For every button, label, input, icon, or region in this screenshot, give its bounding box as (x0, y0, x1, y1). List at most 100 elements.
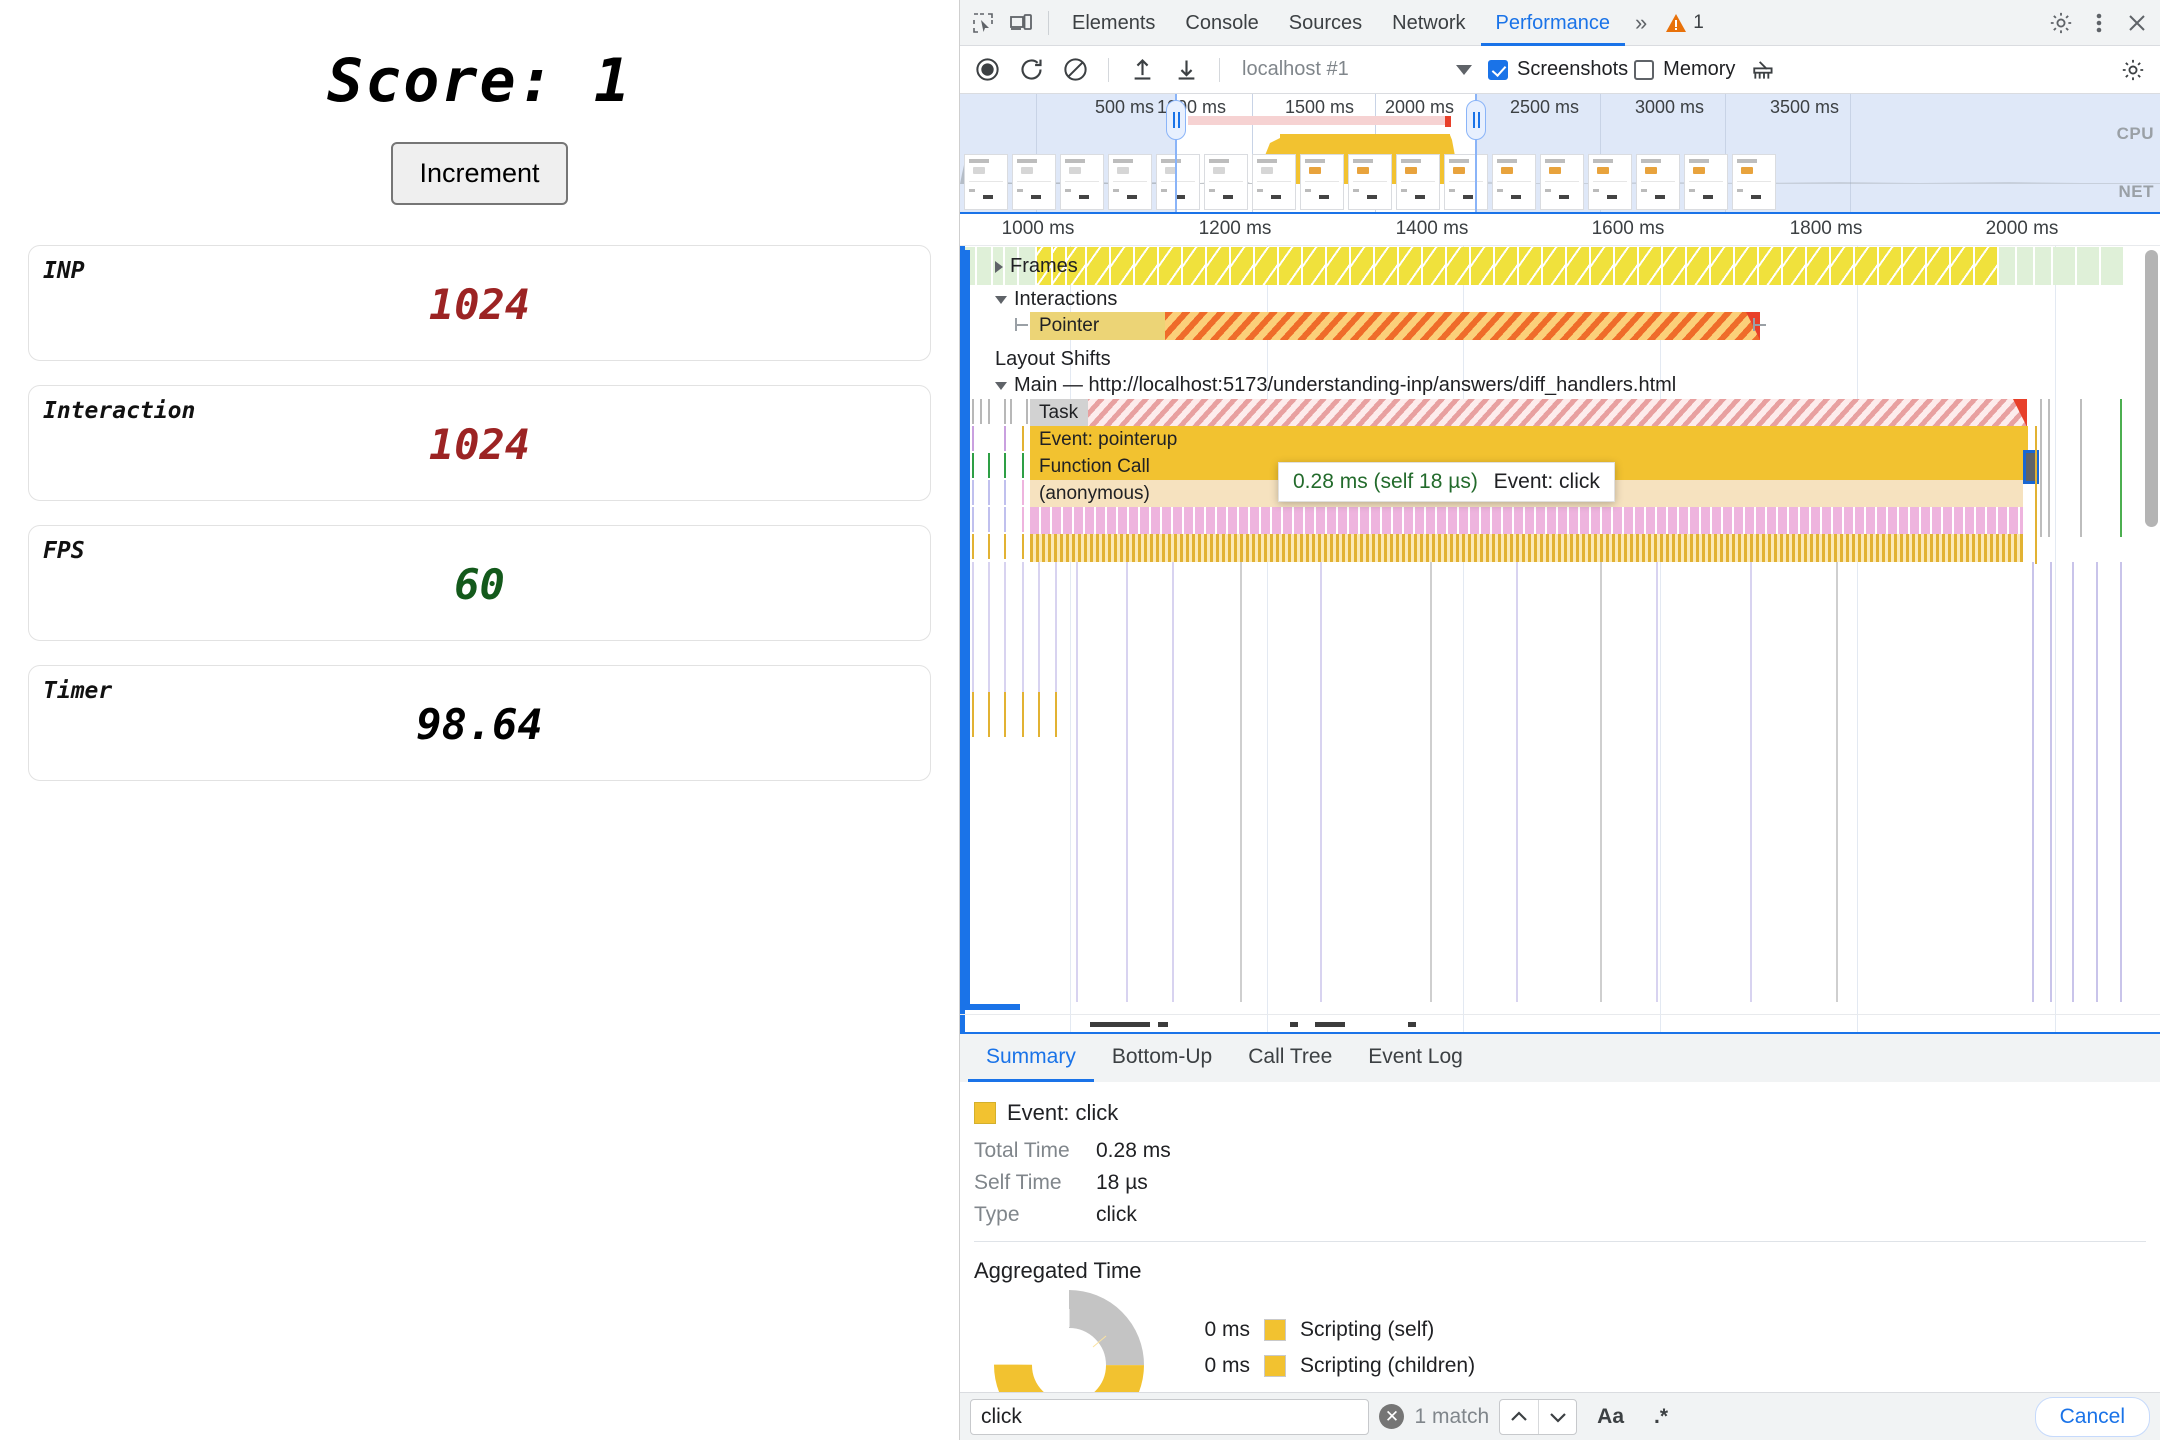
garbage-collect-icon[interactable] (1743, 50, 1785, 90)
screenshots-checkbox[interactable]: Screenshots (1488, 58, 1628, 81)
close-devtools-icon[interactable] (2118, 4, 2156, 42)
metric-label: Interaction (43, 398, 196, 424)
bar-label: (anonymous) (1039, 483, 1150, 504)
track-frames[interactable]: Frames (995, 255, 1078, 278)
inspect-element-icon[interactable] (964, 4, 1002, 42)
device-toolbar-icon[interactable] (1002, 4, 1040, 42)
screenshot-thumbnail[interactable] (1012, 154, 1056, 210)
screenshot-thumbnail[interactable] (1636, 154, 1680, 210)
clear-search-icon[interactable]: ✕ (1379, 1404, 1405, 1429)
overview-tick: 2000 ms (1384, 97, 1454, 117)
track-layout-shifts[interactable]: Layout Shifts (995, 348, 1111, 371)
tab-elements[interactable]: Elements (1072, 11, 1156, 34)
increment-button[interactable]: Increment (391, 142, 568, 205)
session-select[interactable]: localhost #1 (1232, 53, 1482, 87)
metric-value: 98.64 (416, 700, 543, 749)
tab-network[interactable]: Network (1392, 11, 1466, 34)
flame-bar-task[interactable] (1030, 399, 2027, 427)
search-next-icon[interactable] (1538, 1399, 1576, 1434)
more-tabs-icon[interactable]: » (1635, 9, 1648, 35)
tab-summary[interactable]: Summary (968, 1034, 1094, 1082)
interaction-pointer-overrun[interactable] (1165, 312, 1760, 340)
flame-bar-event-pointerup[interactable]: Event: pointerup (1030, 426, 2028, 454)
more-options-icon[interactable] (2080, 4, 2118, 42)
search-bar: click ✕ 1 match Aa .* Cancel (960, 1392, 2160, 1440)
legend-duration: 0 ms (1204, 1354, 1250, 1377)
match-case-button[interactable]: Aa (1597, 1404, 1625, 1428)
flame-bar-row-pink[interactable] (1030, 507, 2023, 535)
interaction-connector (1015, 324, 1028, 326)
screenshot-thumbnail[interactable] (1732, 154, 1776, 210)
timeline-overview[interactable]: 500 ms 1000 ms 1500 ms 2000 ms 2500 ms 3… (960, 94, 2160, 212)
screenshot-thumbnail[interactable] (1204, 154, 1248, 210)
chevron-down-icon (995, 381, 1007, 390)
warning-indicator[interactable]: 1 (1657, 12, 1712, 34)
screenshot-thumbnail[interactable] (1684, 154, 1728, 210)
interaction-connector (1015, 318, 1017, 331)
viewport-left-edge (960, 214, 965, 1032)
tab-bottom-up[interactable]: Bottom-Up (1111, 1045, 1213, 1068)
bar-label: Function Call (1039, 456, 1150, 477)
settings-gear-icon[interactable] (2042, 4, 2080, 42)
screenshot-thumbnail[interactable] (1492, 154, 1536, 210)
overview-tick: 500 ms (1094, 97, 1154, 117)
screenshot-thumbnail[interactable] (964, 154, 1008, 210)
flame-tick: 1800 ms (1789, 218, 1863, 239)
tab-event-log[interactable]: Event Log (1368, 1045, 1463, 1068)
screenshots-label: Screenshots (1517, 58, 1629, 80)
flame-bar-task-label[interactable]: Task (1030, 399, 1088, 427)
screenshot-thumbnail[interactable] (1444, 154, 1488, 210)
search-input-value: click (981, 1404, 1022, 1428)
memory-checkbox[interactable]: Memory (1634, 58, 1735, 81)
screenshot-thumbnail[interactable] (1540, 154, 1584, 210)
tab-console[interactable]: Console (1185, 11, 1259, 34)
page-title: Score: 1 (327, 46, 632, 116)
metric-label: FPS (43, 538, 85, 564)
screenshot-thumbnail[interactable] (1396, 154, 1440, 210)
tab-call-tree[interactable]: Call Tree (1248, 1045, 1333, 1068)
capture-settings-gear-icon[interactable] (2112, 50, 2154, 90)
chevron-down-icon (1456, 58, 1472, 81)
flame-chart[interactable]: 1000 ms 1200 ms 1400 ms 1600 ms 1800 ms … (960, 212, 2160, 1032)
devtools-tab-strip: Elements Console Sources Network Perform… (960, 0, 2160, 46)
flame-tooltip: 0.28 ms (self 18 µs) Event: click (1278, 462, 1615, 502)
cancel-search-button[interactable]: Cancel (2034, 1396, 2151, 1437)
search-prev-icon[interactable] (1500, 1400, 1538, 1434)
load-profile-icon[interactable] (1121, 50, 1163, 90)
toolbar-divider (1219, 57, 1220, 82)
search-input[interactable]: click (970, 1398, 1370, 1435)
metric-label: INP (43, 258, 85, 284)
screenshot-thumbnail[interactable] (1300, 154, 1344, 210)
metric-value: 1024 (428, 420, 531, 469)
screenshot-thumbnail[interactable] (1348, 154, 1392, 210)
flame-scrollbar[interactable] (2145, 250, 2158, 527)
track-interactions[interactable]: Interactions (995, 288, 1117, 311)
long-task-band (1188, 116, 1450, 125)
frames-track[interactable] (960, 247, 2160, 285)
tab-sources[interactable]: Sources (1288, 11, 1363, 34)
long-task-marker (1445, 116, 1451, 127)
metric-cards: INP 1024 Interaction 1024 FPS 60 Timer 9… (0, 245, 959, 781)
screenshot-thumbnail[interactable] (1108, 154, 1152, 210)
selection-handle-left[interactable] (1166, 100, 1186, 140)
screenshot-thumbnail[interactable] (1156, 154, 1200, 210)
record-icon[interactable] (966, 50, 1008, 90)
interaction-pointer-bar[interactable]: Pointer (1030, 312, 1165, 340)
overview-tick: 1500 ms (1284, 97, 1354, 117)
screenshot-thumbnail[interactable] (1060, 154, 1104, 210)
track-main[interactable]: Main — http://localhost:5173/understandi… (995, 374, 1676, 397)
regex-button[interactable]: .* (1654, 1404, 1669, 1428)
selection-handle-right[interactable] (1466, 100, 1486, 140)
summary-key: Total Time (974, 1139, 1070, 1162)
screenshot-thumbnail[interactable] (1588, 154, 1632, 210)
performance-toolbar: localhost #1 Screenshots Memory (960, 46, 2160, 94)
metric-card-timer: Timer 98.64 (28, 665, 931, 781)
clear-recording-icon[interactable] (1054, 50, 1096, 90)
save-profile-icon[interactable] (1165, 50, 1207, 90)
summary-key: Type (974, 1203, 1020, 1226)
tab-performance[interactable]: Performance (1481, 0, 1626, 46)
screenshot-filmstrip[interactable] (960, 154, 2160, 212)
flame-bar-row-yellow[interactable] (1030, 534, 2023, 562)
reload-and-record-icon[interactable] (1010, 50, 1052, 90)
screenshot-thumbnail[interactable] (1252, 154, 1296, 210)
